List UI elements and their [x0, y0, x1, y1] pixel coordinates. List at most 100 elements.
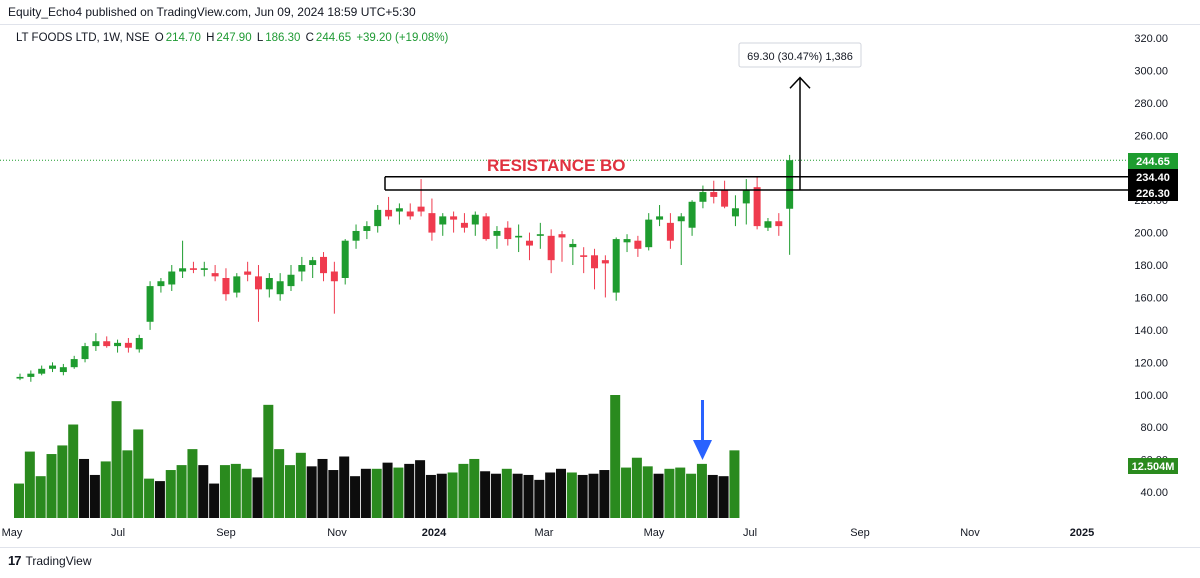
brand-footer: 17 TradingView: [8, 553, 92, 568]
price-tick-label: 300.00: [1134, 65, 1168, 77]
candle-body: [753, 187, 761, 227]
candle-body: [265, 277, 273, 290]
candle-body: [645, 219, 653, 248]
candle-body: [656, 216, 664, 220]
volume-bar: [176, 465, 187, 518]
low-value: 186.30: [265, 32, 301, 44]
open-label: O: [154, 32, 164, 44]
axes: 320.00300.00280.00260.00240.00220.00200.…: [2, 33, 1178, 539]
volume-bar: [133, 429, 144, 518]
candle-body: [569, 243, 577, 248]
resistance-top-label: 234.40: [1136, 172, 1170, 184]
volume-bar: [599, 470, 610, 518]
candle-body: [309, 260, 317, 266]
candle-body: [688, 201, 696, 228]
time-tick-label: Sep: [850, 527, 870, 539]
candle-body: [721, 190, 729, 207]
measure-box: [738, 42, 862, 68]
price-tick-label: 140.00: [1134, 325, 1168, 337]
volume-bar: [556, 468, 566, 518]
volume-bar: [458, 463, 469, 518]
time-tick-label: 2025: [1070, 527, 1094, 539]
candle-body: [341, 240, 349, 278]
candle-body: [385, 209, 393, 217]
candle-body: [764, 221, 772, 228]
candle-body: [547, 235, 555, 261]
candle-body: [374, 209, 382, 227]
volume-bar: [35, 476, 46, 518]
volume-bar: [122, 450, 133, 518]
candle-body: [287, 274, 295, 287]
time-tick-label: Nov: [327, 527, 347, 539]
volume-bar: [68, 424, 79, 518]
volume-bar: [686, 473, 697, 518]
candle-body: [320, 256, 328, 274]
volume-bar: [252, 477, 263, 518]
price-tick-label: 200.00: [1134, 228, 1168, 240]
resistance-top-label-bg: [1128, 169, 1178, 185]
volume-bar: [382, 462, 393, 518]
publish-info: Equity_Echo4 published on TradingView.co…: [8, 5, 416, 19]
time-tick-label: Sep: [216, 527, 236, 539]
volume-bar: [469, 458, 480, 518]
change-value: +39.20 (+19.08%): [356, 32, 449, 44]
candle-body: [124, 342, 132, 348]
candle-body: [504, 227, 512, 240]
volume-bar: [144, 478, 155, 518]
volume-bar: [490, 473, 501, 518]
candle-body: [189, 268, 197, 270]
resistance-annotation: RESISTANCE BO: [487, 156, 626, 175]
volume-bar: [14, 483, 24, 518]
volume-bars: [14, 395, 740, 518]
volume-bar: [187, 449, 198, 518]
open-value: 214.70: [165, 32, 201, 44]
volume-bar: [198, 465, 209, 518]
volume-bar: [350, 476, 361, 518]
price-tick-label: 260.00: [1134, 130, 1168, 142]
volume-bar: [512, 473, 523, 518]
volume-bar: [523, 474, 534, 518]
chart-frame: [0, 24, 1200, 548]
price-chart[interactable]: RESISTANCE BO 69.30 (30.47%) 1,386 320.00…: [0, 24, 1200, 546]
candle-body: [276, 281, 284, 295]
volume-bar: [675, 467, 686, 518]
volume-bar: [317, 458, 328, 518]
volume-bar: [339, 456, 350, 518]
time-tick-label: Jul: [743, 527, 757, 539]
volume-bar: [718, 476, 729, 518]
price-tick-label: 40.00: [1140, 487, 1168, 499]
price-tick-label: 100.00: [1134, 390, 1168, 402]
volume-bar: [404, 463, 415, 518]
volume-bar: [165, 470, 176, 518]
candle-body: [536, 234, 544, 236]
candle-body: [515, 235, 523, 238]
candle-body: [211, 273, 219, 277]
volume-bar: [696, 463, 707, 518]
time-tick-label: May: [644, 527, 665, 539]
volume-arrow-icon: [693, 400, 712, 460]
candle-body: [70, 359, 78, 368]
candle-body: [352, 230, 360, 241]
volume-bar: [664, 468, 675, 518]
candle-body: [699, 192, 707, 202]
candle-body: [222, 277, 230, 295]
volume-bar: [219, 465, 230, 518]
candle-body: [38, 368, 46, 374]
candle-body: [471, 214, 479, 225]
candle-body: [525, 240, 533, 246]
volume-bar: [566, 472, 577, 518]
volume-bar: [621, 467, 632, 518]
volume-bar: [707, 474, 718, 518]
volume-label: 12.504M: [1132, 461, 1175, 473]
price-tick-label: 160.00: [1134, 292, 1168, 304]
volume-bar: [393, 467, 404, 518]
candle-body: [558, 234, 566, 238]
candle-body: [233, 276, 241, 293]
volume-bar: [100, 461, 111, 518]
candle-body: [580, 255, 588, 257]
volume-bar: [480, 471, 491, 518]
close-label: C: [305, 32, 314, 44]
candle-body: [591, 255, 599, 269]
volume-bar: [415, 460, 426, 518]
